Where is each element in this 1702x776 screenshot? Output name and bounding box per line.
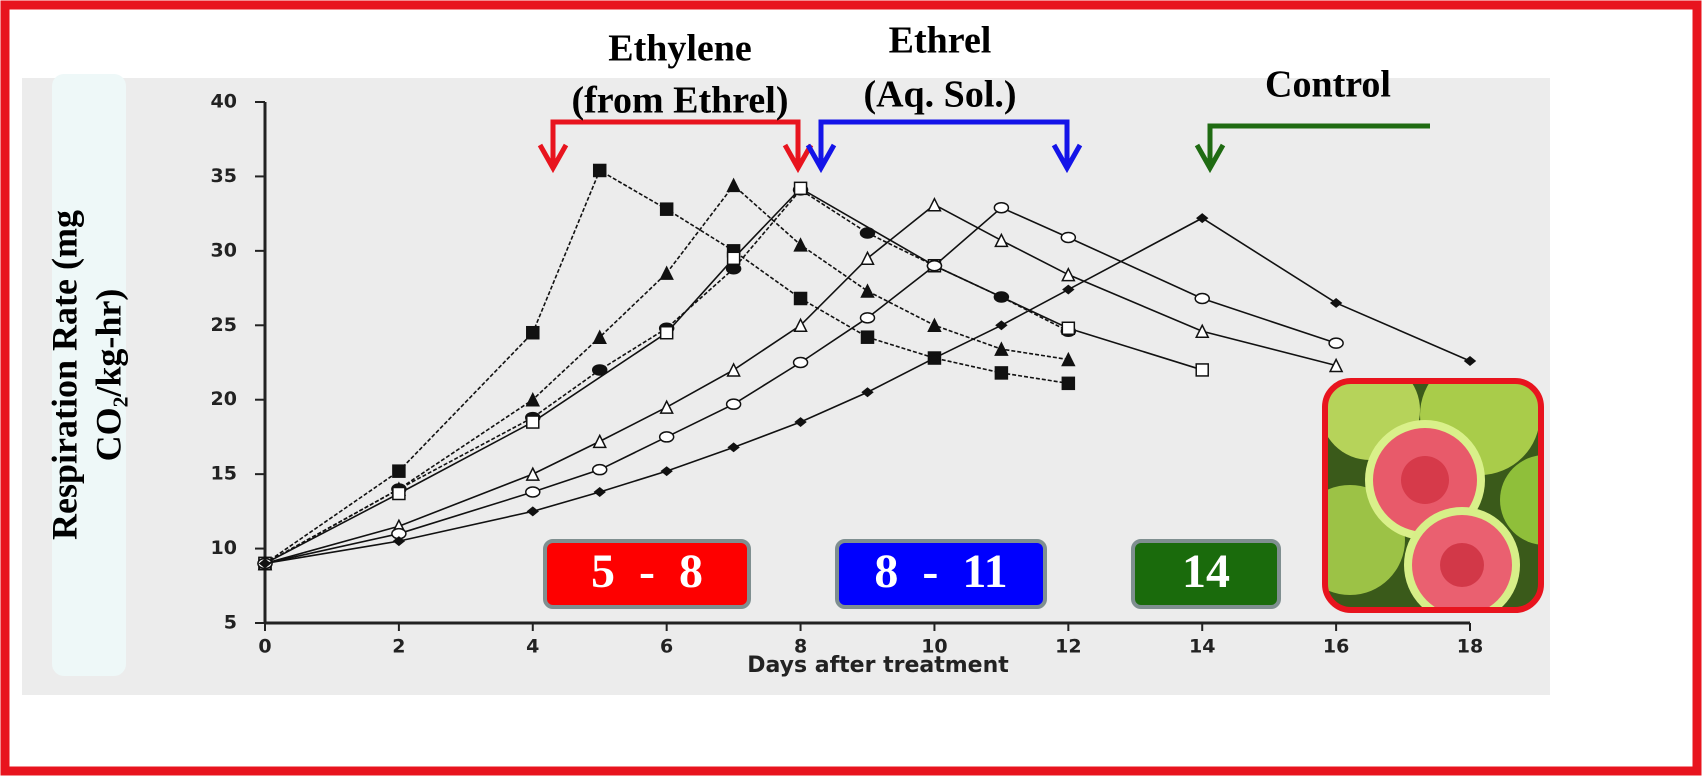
marker — [1062, 377, 1074, 389]
annotation: Control — [1265, 64, 1391, 106]
x-tick-label: 4 — [526, 636, 539, 658]
x-tick-label: 18 — [1457, 636, 1483, 658]
marker — [661, 327, 673, 339]
marker — [927, 261, 941, 271]
y-axis-label-line: CO₂/kg-hr) — [88, 289, 128, 462]
y-axis-label-line: Respiration Rate (mg — [44, 210, 84, 540]
range-label: 8 - 11 — [874, 545, 1007, 598]
y-tick-label: 30 — [211, 239, 237, 261]
x-tick-label: 6 — [660, 636, 673, 658]
slide: Ethylene (from Ethrel) Ethrel (Aq. Sol.)… — [0, 0, 1702, 776]
marker — [527, 416, 539, 428]
y-tick-label: 40 — [211, 91, 237, 113]
x-axis-label: Days after treatment — [747, 653, 1009, 678]
marker — [593, 465, 607, 475]
marker — [727, 264, 741, 274]
marker — [661, 203, 673, 215]
chart-background — [22, 78, 1550, 695]
annotation: (from Ethrel) — [571, 80, 788, 122]
x-tick-label: 14 — [1189, 636, 1215, 658]
annotation: Ethrel — [889, 20, 992, 62]
marker — [594, 164, 606, 176]
marker — [1062, 322, 1074, 334]
marker — [794, 358, 808, 368]
marker — [795, 182, 807, 194]
x-tick-label: 2 — [392, 636, 405, 658]
x-tick-label: 12 — [1055, 636, 1081, 658]
marker — [1329, 338, 1343, 348]
x-tick-label: 0 — [258, 636, 271, 658]
marker — [727, 399, 741, 409]
y-tick-label: 15 — [211, 463, 237, 485]
marker — [527, 327, 539, 339]
range-label: 5 - 8 — [591, 545, 703, 598]
y-tick-label: 20 — [211, 388, 237, 410]
range-label: 14 — [1182, 545, 1230, 598]
marker — [393, 465, 405, 477]
y-tick-label: 5 — [224, 612, 237, 634]
marker — [995, 367, 1007, 379]
y-tick-label: 25 — [211, 314, 237, 336]
x-tick-label: 16 — [1323, 636, 1349, 658]
annotation: (Aq. Sol.) — [863, 74, 1016, 116]
y-tick-label: 10 — [211, 537, 237, 559]
marker — [994, 203, 1008, 213]
marker — [1196, 364, 1208, 376]
marker — [526, 487, 540, 497]
marker — [1195, 293, 1209, 303]
marker — [728, 252, 740, 264]
marker — [1061, 232, 1075, 242]
marker — [795, 292, 807, 304]
marker — [861, 313, 875, 323]
page: {"chart_data": { "type": "line", "ylabel… — [0, 0, 1702, 776]
marker — [660, 432, 674, 442]
marker — [393, 487, 405, 499]
y-tick-label: 35 — [211, 165, 237, 187]
marker — [862, 331, 874, 343]
annotation: Ethylene — [608, 28, 752, 70]
